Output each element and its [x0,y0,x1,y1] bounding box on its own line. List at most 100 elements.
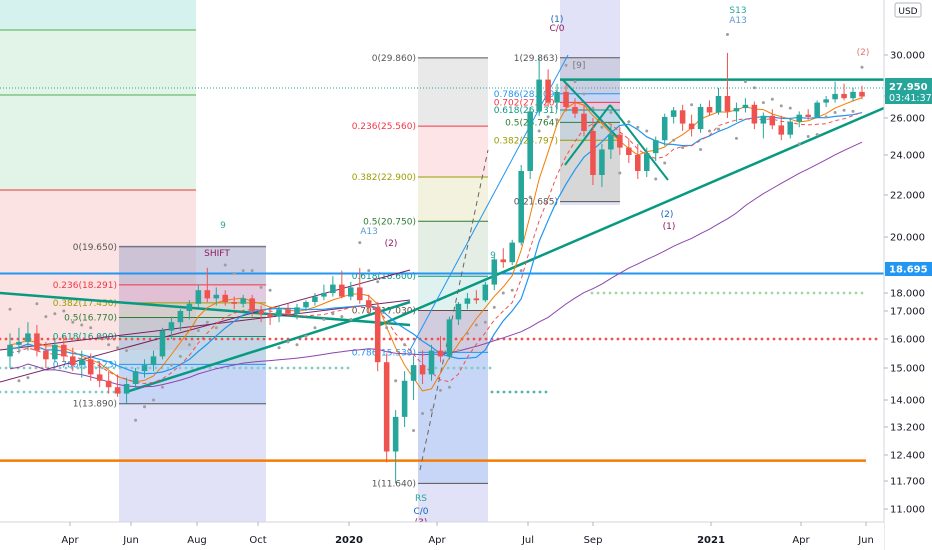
sar-dot [510,288,514,292]
dotted-teal-14 [58,390,62,394]
sar-dot [62,309,66,313]
price-tick-label: 16.000 [890,335,925,346]
dotted-teal-14b [496,390,500,394]
dotted-red-16 [838,337,842,341]
dotted-teal-14 [16,390,20,394]
candle-body [652,140,659,154]
sar-dot [815,133,819,137]
fib-label-2-3: 0.618(26.731) [494,106,558,116]
fib-band-1-0 [418,57,488,127]
sar-dot [860,65,864,69]
candle-body [43,350,49,360]
sar-dot [277,346,281,350]
sar-dot [752,86,756,90]
annotation-13: (1) [663,222,676,232]
dotted-red-16 [640,337,644,341]
dotted-red-16 [814,337,818,341]
candle-body [374,307,381,363]
dotted-green-18 [806,291,810,295]
candle-body [276,309,282,317]
dotted-red-16 [748,337,752,341]
dotted-red-16 [466,337,470,341]
dotted-green-18 [614,291,618,295]
price-tick-label: 14.000 [890,396,925,407]
candle-body [141,365,148,372]
candle-body [697,107,704,130]
dotted-teal-15b [470,366,474,370]
dotted-red-16 [148,337,152,341]
sar-dot [573,80,577,84]
dotted-green-18 [782,291,786,295]
fib-zones-layer: 0(19.650) 0.236(18.291) 0.382(17.450) 0.5(1… [0,0,620,550]
dotted-teal-15 [244,366,248,370]
sar-dot [779,104,783,108]
dotted-red-16 [772,337,776,341]
price-tick-label: 26.000 [890,114,925,125]
dotted-teal-14 [70,390,74,394]
dotted-red-16 [832,337,836,341]
candle-body [365,300,372,308]
sar-dot [492,305,496,309]
dotted-red-16 [274,337,278,341]
annotation-5: [9] [573,61,586,71]
dotted-teal-14b [532,390,536,394]
sar-dot [618,171,622,175]
fib-band-2-1 [560,93,620,103]
dotted-green-18 [620,291,624,295]
dotted-red-16 [790,337,794,341]
candle-body [482,284,489,301]
dotted-teal-15 [34,366,38,370]
dotted-green-18 [656,291,660,295]
dotted-red-16 [784,337,788,341]
candle-body [446,319,453,357]
dotted-red-16 [208,337,212,341]
dotted-red-16 [442,337,446,341]
fib-label-2-6: 0(21.685) [514,198,558,208]
dotted-teal-15 [0,366,2,370]
candle-body [670,110,677,117]
dotted-teal-15 [178,366,182,370]
sar-dot [26,376,30,380]
time-label: Apr [428,535,446,546]
candle-body [733,108,740,112]
dotted-green-18 [746,291,750,295]
candle-body [679,110,686,124]
candle-body [527,111,533,171]
dotted-green-18 [722,291,726,295]
candle-body [114,387,121,394]
dotted-teal-14b [502,390,506,394]
dotted-teal-15b [488,366,492,370]
ma-long-purple [9,141,863,388]
dotted-green-18 [686,291,690,295]
candle-body [742,104,749,109]
candle-body [330,284,336,293]
candle-body [814,102,820,117]
annotation-12: (2) [661,210,674,220]
sar-dot [44,315,48,319]
dotted-red-16 [142,337,146,341]
sar-dot [80,323,84,327]
candle-body [222,294,229,302]
dotted-teal-15b [464,366,468,370]
dotted-green-18 [812,291,816,295]
candle-body [249,298,255,311]
time-label: Oct [249,535,266,546]
dotted-teal-15b [452,366,456,370]
dotted-red-16 [124,337,128,341]
sar-dot [98,334,102,338]
sar-dot [358,241,362,245]
sar-dot [196,329,200,333]
sar-dot [690,103,694,107]
dotted-red-16 [868,337,872,341]
candle-body [392,416,399,452]
dotted-red-16 [646,337,650,341]
candle-body [626,147,632,155]
dotted-teal-14b [526,390,530,394]
dotted-teal-14 [88,390,92,394]
dotted-red-16 [736,337,740,341]
candle-body [572,107,578,114]
dotted-red-16 [196,337,200,341]
dotted-red-16 [226,337,230,341]
candle-body [213,294,220,299]
